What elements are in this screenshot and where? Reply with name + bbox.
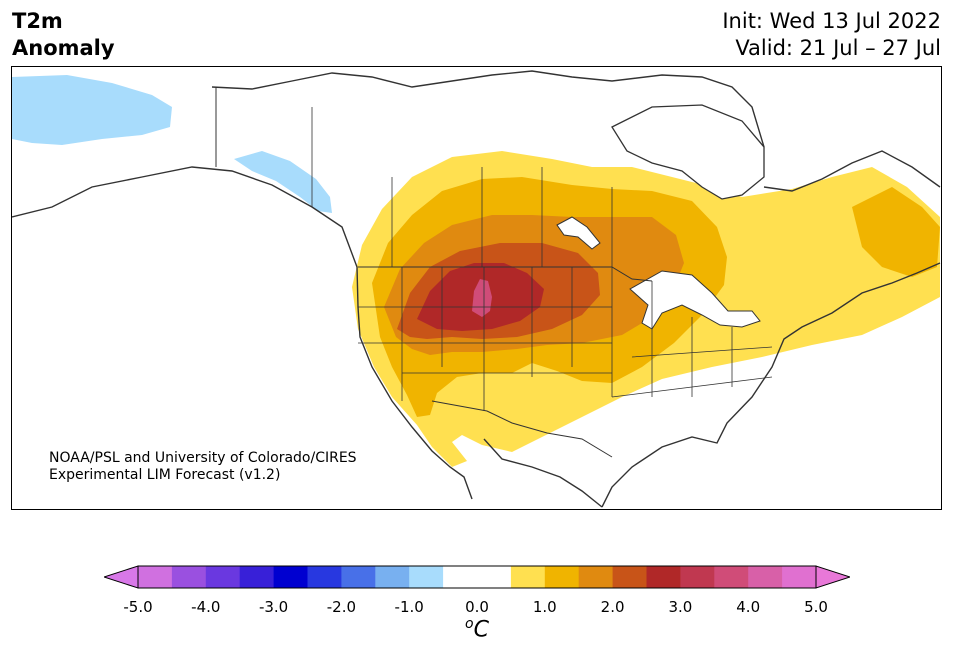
map-canvas: [12, 70, 941, 508]
unit-label: C: [473, 617, 489, 643]
warm-anomaly-6: [472, 279, 492, 317]
hudson-bay: [611, 104, 765, 200]
colorbar-cell: [443, 566, 478, 588]
cold-anomaly-yukon: [234, 151, 332, 213]
colorbar-tick-label: -3.0: [258, 598, 289, 616]
us-canada-border: [358, 266, 653, 282]
lake-winnipeg: [556, 216, 601, 250]
colorbar-frame: [137, 565, 817, 589]
great-lakes: [629, 270, 761, 330]
colorbar-tick-label: 1.0: [532, 598, 557, 616]
colorbar-cell: [341, 566, 376, 588]
colorbar-cell: [409, 566, 444, 588]
colorbar-cell: [375, 566, 410, 588]
colorbar-cell: [714, 566, 749, 588]
colorbar-tick-label: 3.0: [668, 598, 693, 616]
colorbar-cell: [782, 566, 817, 588]
anomaly-map: [11, 66, 942, 510]
colorbar-cell: [578, 566, 613, 588]
title-line-1: T2m: [12, 9, 63, 33]
init-date: Init: Wed 13 Jul 2022: [722, 9, 941, 33]
unit-degree: o: [465, 616, 474, 632]
colorbar-unit: oC: [465, 616, 489, 642]
colorbar-over-arrow: [815, 565, 850, 589]
colorbar-cell: [477, 566, 512, 588]
mexico-border: [431, 400, 613, 458]
colorbar-cell: [544, 566, 580, 588]
colorbar-cell: [680, 566, 715, 588]
state-lines-west: [358, 267, 613, 411]
colorbar-tick-label: 5.0: [804, 598, 828, 616]
colorbar-cell: [307, 566, 342, 588]
warm-anomaly-2-east: [852, 187, 940, 277]
credit-line-1: NOAA/PSL and University of Colorado/CIRE…: [49, 450, 357, 466]
colorbar-tick-label: -2.0: [326, 598, 357, 616]
colorbar-cell: [273, 566, 308, 588]
province-lines: [311, 107, 613, 267]
map-title: T2m Anomaly: [12, 8, 115, 62]
colorbar-cell: [138, 566, 173, 588]
state-lines-east: [611, 281, 773, 398]
title-line-2: Anomaly: [12, 36, 115, 60]
colorbar-cell: [239, 566, 274, 588]
colorbar-tick-label: 0.0: [465, 598, 489, 616]
credit-line-2: Experimental LIM Forecast (v1.2): [49, 467, 281, 483]
colorbar-tick-label: -5.0: [123, 598, 153, 616]
colorbar-cell: [171, 566, 207, 588]
colorbar: [104, 565, 850, 589]
colorbar-under-arrow: [104, 565, 139, 589]
colorbar-tick-label: -1.0: [394, 598, 424, 616]
credit-text: NOAA/PSL and University of Colorado/CIRE…: [49, 450, 357, 484]
colorbar-tick-label: 2.0: [600, 598, 625, 616]
valid-range: Valid: 21 Jul – 27 Jul: [735, 36, 941, 60]
colorbar-cell: [612, 566, 647, 588]
colorbar-cell: [748, 566, 783, 588]
cold-anomaly-alaska: [12, 75, 172, 145]
colorbar-cell: [205, 566, 241, 588]
coastline: [12, 70, 941, 508]
colorbar-cell: [646, 566, 681, 588]
forecast-dates: Init: Wed 13 Jul 2022 Valid: 21 Jul – 27…: [722, 8, 941, 62]
colorbar-tick-label: 4.0: [736, 598, 761, 616]
colorbar-cells: [138, 566, 817, 588]
colorbar-tick-label: -4.0: [191, 598, 221, 616]
colorbar-cell: [510, 566, 546, 588]
